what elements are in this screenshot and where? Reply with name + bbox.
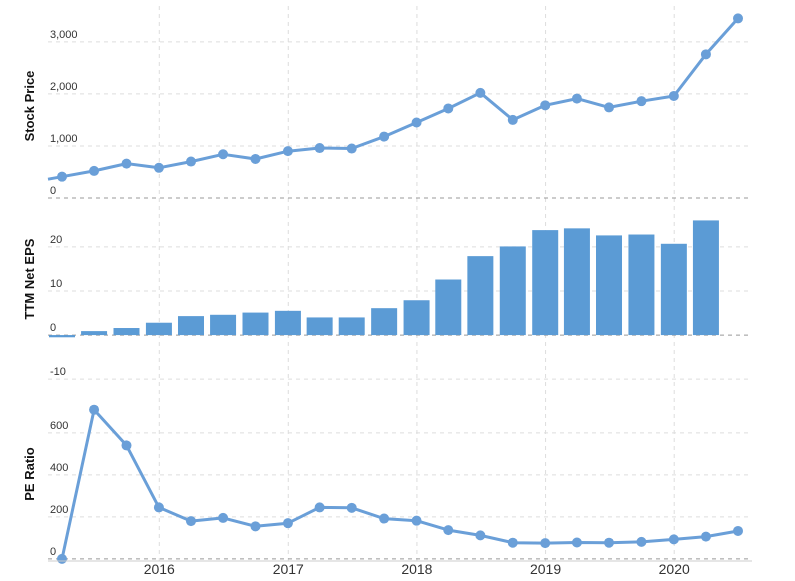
stock-price-point [540, 100, 551, 111]
y-tick-label: 2,000 [50, 81, 78, 93]
pe-ratio-point [57, 553, 67, 564]
x-tick-label: 2020 [659, 561, 690, 577]
eps-bar [660, 243, 687, 336]
eps-axis-label: TTM Net EPS [22, 238, 37, 319]
eps-bar [692, 220, 719, 336]
stock-price-line [47, 17, 740, 181]
pe-ratio-axis-label: PE Ratio [22, 447, 37, 501]
pe-ratio-point [185, 516, 196, 527]
stock-price-point [314, 143, 325, 154]
pe-ratio-point [89, 404, 100, 415]
stock-price-point [443, 103, 454, 114]
pe-ratio-point [475, 530, 486, 541]
pe-ratio-point [443, 525, 454, 536]
x-tick-label: 2016 [144, 561, 175, 577]
eps-bar [49, 335, 75, 338]
pe-ratio-point [604, 537, 615, 548]
eps-bar [435, 279, 462, 336]
stock-price-point [475, 87, 486, 98]
stock-price-point [121, 158, 132, 169]
pe-ratio-point [314, 502, 325, 513]
pe-ratio-point [571, 537, 582, 548]
pe-ratio-point [346, 502, 357, 513]
pe-ratio-point [379, 513, 390, 524]
pe-ratio-point [411, 515, 422, 526]
y-tick-label: 20 [50, 234, 62, 246]
stock-price-point [379, 131, 390, 142]
pe-ratio-point [540, 538, 551, 549]
stock-price-point [89, 165, 100, 176]
y-tick-label: 600 [50, 420, 68, 432]
eps-bar [338, 317, 365, 336]
stock-price-point [571, 93, 582, 104]
eps-bar [113, 328, 140, 336]
eps-panel: TTM Net EPS -10 0 10 20 [22, 220, 719, 378]
eps-bar [145, 322, 172, 336]
eps-bar [467, 256, 494, 336]
eps-bar [596, 235, 623, 336]
pe-ratio-point [250, 521, 261, 532]
eps-bar [499, 246, 526, 336]
stock-price-point [346, 143, 357, 154]
y-tick-label: 400 [50, 462, 68, 474]
stock-price-point [733, 13, 743, 24]
pe-ratio-line [60, 408, 739, 560]
stock-price-point [411, 117, 422, 128]
eps-bar [210, 314, 237, 336]
stock-price-point [282, 146, 293, 157]
pe-ratio-point [218, 512, 229, 523]
stock-price-point [153, 162, 164, 173]
y-tick-label: 200 [50, 504, 68, 516]
pe-ratio-point [282, 518, 293, 529]
y-tick-label: 0 [50, 546, 56, 558]
stock-price-point [604, 102, 615, 113]
x-tick-label: 2017 [273, 561, 304, 577]
stock-price-point [250, 153, 261, 164]
eps-bar [532, 230, 559, 336]
eps-bar [403, 300, 430, 336]
eps-bar [242, 312, 269, 336]
pe-ratio-point [121, 440, 132, 451]
eps-bar [81, 331, 108, 336]
y-tick-label: -10 [50, 366, 66, 378]
stock-price-panel: Stock Price 0 1,000 2,000 3,000 [22, 13, 743, 197]
x-axis: 2016 2017 2018 2019 2020 [48, 560, 752, 577]
stock-price-point [185, 156, 196, 167]
y-tick-label: 0 [50, 185, 56, 197]
stock-price-point [636, 96, 647, 107]
eps-bar [274, 310, 301, 336]
pe-ratio-point [507, 537, 518, 548]
eps-bar [306, 317, 333, 336]
y-tick-label: 0 [50, 322, 56, 334]
pe-ratio-point [733, 525, 743, 536]
stock-price-axis-label: Stock Price [22, 71, 37, 142]
stock-price-point [700, 49, 711, 60]
pe-ratio-point [700, 531, 711, 542]
y-tick-label: 1,000 [50, 133, 78, 145]
eps-bar [563, 228, 590, 336]
stock-price-point [507, 114, 518, 125]
stock-price-point [57, 171, 67, 182]
pe-ratio-panel: PE Ratio 0 200 400 600 [22, 404, 743, 564]
stock-price-point [668, 90, 679, 101]
pe-ratio-point [153, 502, 164, 513]
stock-price-point [218, 149, 229, 160]
eps-bar [177, 316, 204, 336]
pe-ratio-point [668, 534, 679, 545]
x-tick-label: 2019 [530, 561, 561, 577]
y-tick-label: 10 [50, 278, 62, 290]
pe-ratio-point [636, 536, 647, 547]
y-tick-label: 3,000 [50, 29, 78, 41]
x-tick-label: 2018 [401, 561, 432, 577]
eps-bar [371, 308, 398, 336]
eps-bar [628, 234, 655, 336]
